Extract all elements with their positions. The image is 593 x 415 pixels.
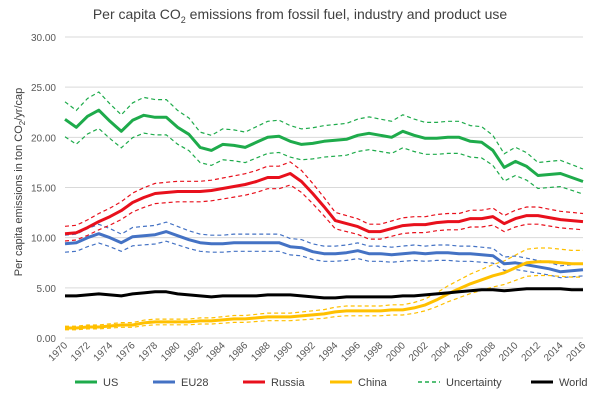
- x-axis-ticks: 1970 1972 1974 1976 1978 1980 1982 1984 1986 1988…: [47, 340, 589, 364]
- x-tick-label: 1996: [339, 340, 363, 364]
- uncertainty-bands: [64, 91, 584, 331]
- legend-label-russia: Russia: [271, 377, 306, 389]
- chart-title-post: emissions from fossil fuel, industry and…: [186, 6, 508, 22]
- eu28-series-line: [64, 230, 584, 274]
- eu28-uncertainty-upper: [64, 221, 584, 267]
- y-axis-ticks: 0.00 5.00 10.00 15.00 20.00 25.00 30.00: [31, 33, 56, 345]
- x-tick-label: 2002: [407, 340, 431, 364]
- russia-series-line: [64, 172, 584, 236]
- chart-title: Per capita CO2 emissions from fossil fue…: [93, 6, 508, 25]
- x-tick-label: 2012: [520, 340, 544, 364]
- y-tick-label: 10.00: [31, 234, 56, 245]
- y-axis-label-pre: Per capita emissions in ton CO: [13, 125, 25, 276]
- us-uncertainty-lower: [64, 127, 584, 195]
- chart-title-sub: 2: [181, 15, 186, 25]
- legend-label-uncertainty: Uncertainty: [446, 377, 502, 389]
- x-tick-label: 1984: [204, 340, 228, 364]
- us-uncertainty-upper: [64, 91, 584, 170]
- x-tick-label: 2016: [565, 340, 589, 364]
- y-axis-label: Per capita emissions in ton CO2/yr/cap: [13, 88, 27, 276]
- y-tick-label: 15.00: [31, 184, 56, 195]
- x-tick-label: 1976: [114, 340, 138, 364]
- x-tick-label: 2000: [384, 340, 408, 364]
- chart-title-pre: Per capita CO: [93, 6, 181, 22]
- x-tick-label: 1974: [92, 340, 116, 364]
- x-tick-label: 1986: [227, 340, 251, 364]
- y-axis-label-post: /yr/cap: [13, 88, 25, 121]
- y-tick-label: 20.00: [31, 133, 56, 144]
- grid-lines: [65, 36, 583, 339]
- legend-label-world: World: [559, 377, 588, 389]
- x-tick-label: 1990: [272, 340, 296, 364]
- legend: US EU28 Russia China Uncertainty World: [75, 377, 588, 389]
- china-uncertainty-lower: [65, 274, 583, 331]
- x-tick-label: 2006: [452, 340, 476, 364]
- y-tick-label: 0.00: [37, 334, 57, 345]
- x-tick-label: 1980: [159, 340, 183, 364]
- y-tick-label: 30.00: [31, 33, 56, 44]
- legend-label-us: US: [103, 377, 118, 389]
- x-tick-label: 2014: [542, 340, 566, 364]
- x-tick-label: 1982: [182, 340, 206, 364]
- legend-label-china: China: [358, 377, 388, 389]
- y-axis-label-sub: 2: [18, 120, 27, 125]
- x-tick-label: 1978: [137, 340, 161, 364]
- us-series-line: [64, 108, 584, 183]
- world-series-line: [65, 287, 583, 300]
- x-tick-label: 1998: [362, 340, 386, 364]
- y-tick-label: 25.00: [31, 83, 56, 94]
- x-tick-label: 1994: [317, 340, 341, 364]
- x-tick-label: 1988: [249, 340, 273, 364]
- x-tick-label: 2004: [429, 340, 453, 364]
- china-uncertainty-upper: [65, 247, 583, 327]
- x-tick-label: 1972: [69, 340, 93, 364]
- x-tick-label: 1992: [294, 340, 318, 364]
- eu28-uncertainty-lower: [64, 240, 584, 279]
- russia-uncertainty-upper: [64, 161, 584, 227]
- russia-uncertainty-lower: [64, 184, 584, 242]
- y-tick-label: 5.00: [37, 284, 57, 295]
- x-tick-label: 2010: [497, 340, 521, 364]
- china-series-line: [65, 260, 583, 330]
- legend-label-eu28: EU28: [181, 377, 209, 389]
- series-lines: [64, 108, 584, 330]
- x-tick-label: 2008: [475, 340, 499, 364]
